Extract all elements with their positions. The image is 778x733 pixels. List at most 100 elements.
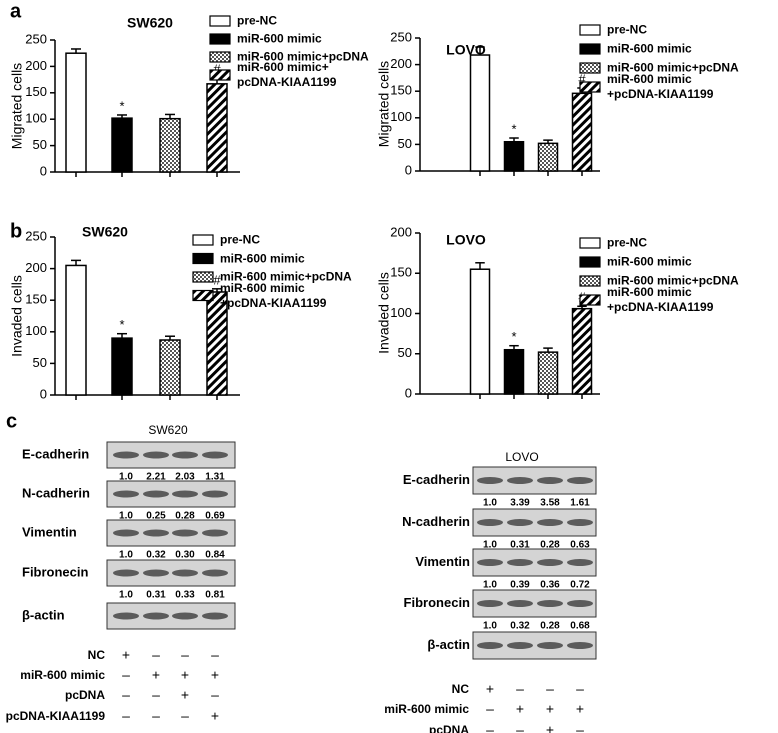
band-ratio: 2.21	[146, 472, 166, 483]
bar	[469, 54, 491, 172]
bar	[571, 92, 593, 172]
bar	[65, 52, 87, 173]
significance-marker: *	[119, 98, 124, 113]
condition-label: NC	[88, 648, 106, 662]
y-tick-label: 100	[390, 109, 412, 124]
blot-band	[567, 559, 593, 566]
blot-band	[172, 490, 198, 498]
bar	[159, 339, 181, 396]
blot-band	[113, 451, 139, 459]
y-tick-label: 200	[390, 56, 412, 71]
blot-band	[113, 490, 139, 498]
band-ratio: 0.31	[510, 540, 530, 551]
y-tick-label: 150	[390, 83, 412, 98]
legend-label: miR-600 mimic+ pcDNA-KIAA1199	[237, 60, 337, 89]
blot-title: LOVO	[505, 450, 538, 464]
y-tick-label: 200	[25, 58, 47, 73]
significance-marker: #	[213, 61, 221, 76]
protein-label: E-cadherin	[403, 472, 470, 487]
band-ratio: 0.68	[570, 621, 590, 632]
condition-sign: +	[181, 687, 189, 703]
blot-band	[202, 569, 228, 577]
bar	[65, 264, 87, 396]
blot-band	[143, 490, 169, 498]
blot-band	[537, 477, 563, 484]
condition-sign: –	[152, 708, 160, 724]
condition-label: miR-600 mimic	[384, 702, 469, 716]
condition-label: miR-600 mimic	[20, 668, 105, 682]
y-tick-label: 200	[25, 260, 47, 275]
condition-sign: –	[122, 667, 130, 683]
legend-swatch	[209, 15, 231, 27]
blot-band	[172, 612, 198, 620]
condition-sign: +	[211, 708, 219, 724]
condition-label: pcDNA	[429, 723, 469, 733]
y-tick-label: 100	[25, 323, 47, 338]
condition-sign: +	[211, 667, 219, 683]
y-axis-label: Migrated cells	[376, 61, 392, 147]
panel-label: b	[10, 220, 22, 242]
legend-label: miR-600 mimic+pcDNA	[220, 269, 352, 284]
protein-label: N-cadherin	[22, 485, 90, 500]
chart-title: SW620	[82, 224, 128, 240]
band-ratio: 1.0	[483, 580, 497, 591]
legend-swatch	[209, 51, 231, 63]
band-ratio: 0.28	[540, 621, 560, 632]
condition-sign: –	[152, 687, 160, 703]
condition-sign: +	[546, 722, 554, 733]
y-tick-label: 0	[405, 162, 412, 177]
band-ratio: 0.36	[540, 580, 560, 591]
blot-band	[567, 600, 593, 607]
chart-title: SW620	[127, 15, 173, 31]
band-ratio: 1.0	[483, 540, 497, 551]
legend-label: miR-600 mimic	[237, 31, 322, 46]
bar	[206, 291, 228, 396]
band-ratio: 1.0	[483, 621, 497, 632]
blot-band	[172, 529, 198, 537]
significance-marker: #	[578, 71, 586, 86]
band-ratio: 0.72	[570, 580, 590, 591]
blot-band	[567, 477, 593, 484]
band-ratio: 0.32	[510, 621, 530, 632]
protein-label: E-cadherin	[22, 446, 89, 461]
condition-sign: –	[211, 687, 219, 703]
protein-label: Fibronecin	[404, 595, 471, 610]
band-ratio: 2.03	[175, 472, 195, 483]
blot-band	[202, 451, 228, 459]
band-ratio: 0.63	[570, 540, 590, 551]
legend-swatch	[579, 62, 601, 74]
band-ratio: 3.58	[540, 498, 560, 509]
significance-marker: *	[119, 317, 124, 332]
band-ratio: 0.39	[510, 580, 530, 591]
condition-sign: –	[181, 647, 189, 663]
blot-band	[477, 559, 503, 566]
legend-swatch	[579, 24, 601, 36]
condition-sign: –	[516, 722, 524, 733]
band-ratio: 1.0	[119, 550, 133, 561]
band-ratio: 0.25	[146, 511, 166, 522]
blot-band	[113, 612, 139, 620]
band-ratio: 1.31	[205, 472, 225, 483]
condition-sign: +	[486, 681, 494, 697]
legend-swatch	[192, 289, 214, 302]
condition-sign: +	[516, 701, 524, 717]
condition-sign: +	[546, 701, 554, 717]
band-ratio: 1.0	[119, 472, 133, 483]
legend-swatch	[579, 294, 601, 306]
legend-swatch	[192, 234, 214, 246]
band-ratio: 1.0	[119, 590, 133, 601]
band-ratio: 0.31	[146, 590, 166, 601]
band-ratio: 0.84	[205, 550, 225, 561]
band-ratio: 0.30	[175, 550, 195, 561]
y-tick-label: 50	[33, 355, 47, 370]
y-tick-label: 50	[398, 136, 412, 151]
condition-sign: –	[576, 681, 584, 697]
blot-band	[507, 519, 533, 526]
legend-label: miR-600 mimic+pcDNA	[237, 49, 369, 64]
blot-band	[202, 490, 228, 498]
legend-label: miR-600 mimic +pcDNA-KIAA1199	[607, 285, 714, 314]
bar	[503, 348, 525, 395]
condition-label: pcDNA-KIAA1199	[6, 709, 106, 723]
legend-label: miR-600 mimic+pcDNA	[607, 273, 739, 288]
condition-sign: +	[122, 647, 130, 663]
